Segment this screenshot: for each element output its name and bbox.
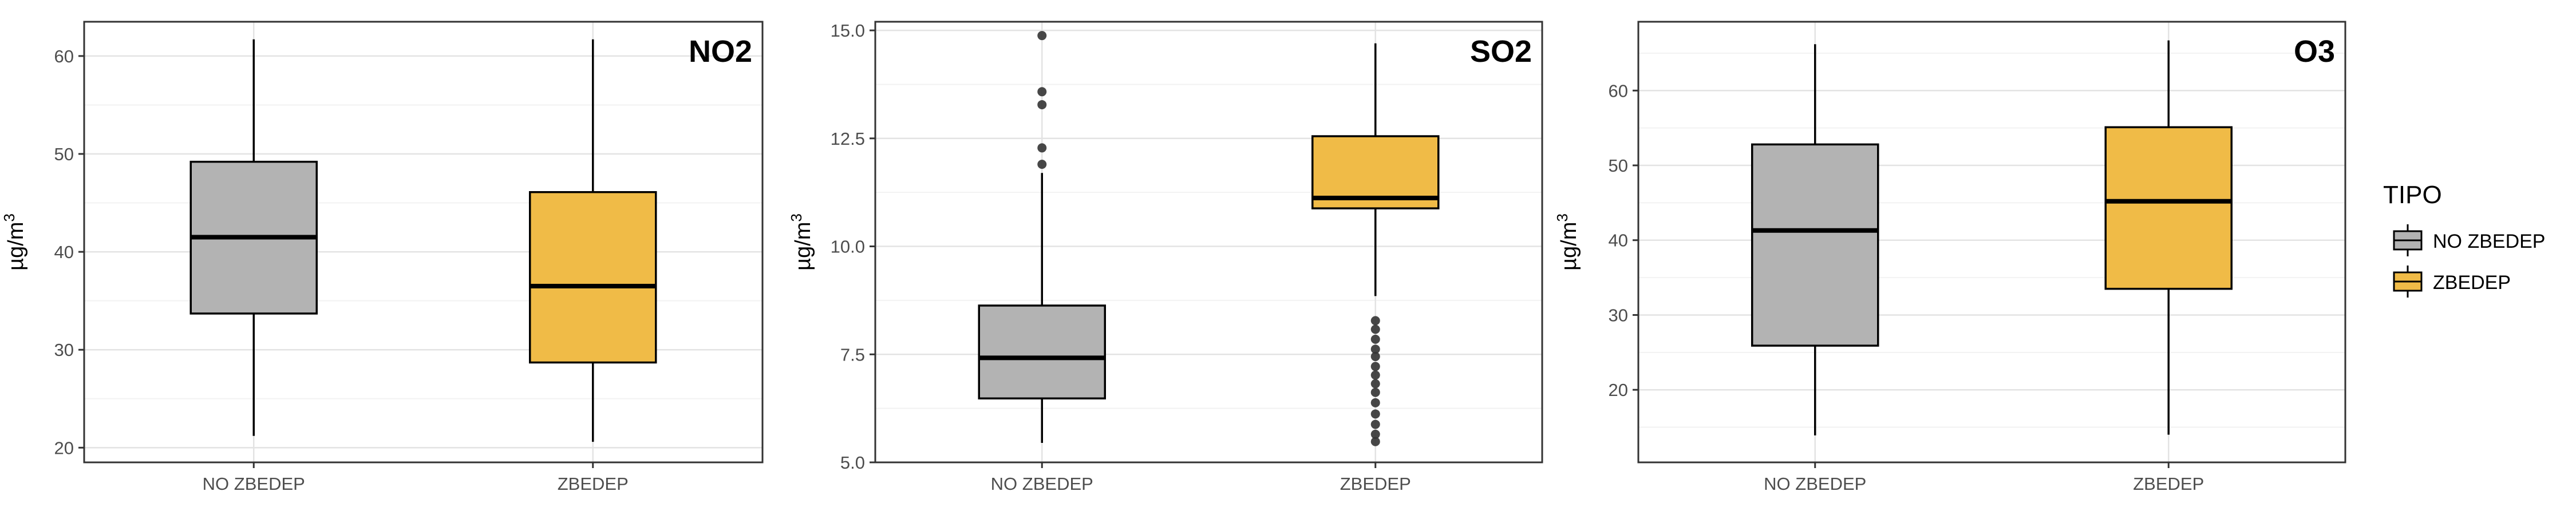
y-tick-label: 7.5	[840, 344, 865, 365]
y-tick-label: 5.0	[840, 453, 865, 473]
panel-background	[875, 22, 1542, 462]
box-zbedep	[1311, 43, 1440, 446]
y-axis-title-base: µg/m	[791, 222, 815, 271]
outlier-point	[1037, 87, 1047, 97]
box-zbedep	[529, 39, 657, 442]
iqr-box	[978, 304, 1106, 400]
box-no-zbedep	[1751, 44, 1879, 435]
x-tick-label: NO ZBEDEP	[991, 474, 1093, 494]
legend-label-no-zbedep: NO ZBEDEP	[2433, 231, 2545, 252]
outlier-point	[1037, 31, 1047, 41]
box-no-zbedep	[978, 31, 1106, 443]
outlier-point	[1370, 316, 1380, 326]
outlier-point	[1370, 437, 1380, 446]
box-no-zbedep	[189, 39, 318, 436]
x-tick-label: ZBEDEP	[2133, 474, 2204, 494]
y-tick-label: 50	[54, 144, 74, 164]
x-tick-label: ZBEDEP	[558, 474, 629, 494]
legend-key-zbedep	[2393, 266, 2423, 298]
y-axis-title: µg/m3	[1554, 213, 1581, 271]
outlier-point	[1370, 409, 1380, 419]
y-axis-title-superscript: 3	[1, 213, 18, 221]
x-tick-label: NO ZBEDEP	[203, 474, 305, 494]
x-tick-label: ZBEDEP	[1340, 474, 1411, 494]
outlier-point	[1370, 334, 1380, 344]
panel-border	[1637, 21, 2346, 464]
y-tick-label: 30	[54, 340, 74, 360]
panel-so2: 5.0 7.5 10.0 12.5 15.0 NO ZBEDEP ZBEDEP SO2 µg/m…	[788, 21, 1543, 494]
y-axis-title: µg/m3	[788, 213, 815, 271]
panel-title: O3	[2294, 34, 2335, 69]
outlier-point	[1370, 344, 1380, 354]
y-axis-title-superscript: 3	[1554, 213, 1571, 221]
outlier-point	[1037, 143, 1047, 153]
iqr-box	[529, 191, 657, 364]
outlier-point	[1370, 387, 1380, 397]
outlier-point	[1370, 398, 1380, 407]
panel-no2: 20 30 40 50 60 NO ZBEDEP ZBEDEP NO2 µg/m3	[1, 21, 764, 494]
y-tick-label: 50	[1609, 156, 1628, 176]
iqr-box	[2104, 126, 2233, 290]
legend-title: TIPO	[2383, 181, 2442, 209]
outlier-point	[1370, 429, 1380, 439]
panel-title: NO2	[689, 34, 752, 69]
box-zbedep	[2104, 40, 2233, 435]
y-tick-label: 60	[54, 46, 74, 66]
y-axis-title-base: µg/m	[4, 222, 28, 271]
y-axis-title: µg/m3	[1, 213, 28, 271]
outlier-point	[1370, 379, 1380, 389]
y-tick-label: 40	[54, 242, 74, 262]
y-axis-title-base: µg/m	[1557, 222, 1581, 271]
panel-o3: 20 30 40 50 60 NO ZBEDEP ZBEDEP O3 µg/m3	[1554, 21, 2346, 494]
y-tick-label: 15.0	[831, 21, 865, 41]
panel-title: SO2	[1470, 34, 1532, 69]
y-tick-label: 30	[1609, 305, 1628, 325]
panel-border	[874, 21, 1543, 464]
y-tick-label: 10.0	[831, 237, 865, 257]
legend-key-no-zbedep	[2393, 224, 2423, 256]
x-tick-label: NO ZBEDEP	[1764, 474, 1866, 494]
y-axis-title-superscript: 3	[788, 213, 805, 221]
y-tick-label: 40	[1609, 231, 1628, 251]
outlier-point	[1037, 160, 1047, 169]
panel-border	[83, 21, 764, 464]
panel-background	[84, 22, 762, 462]
legend-label-zbedep: ZBEDEP	[2433, 272, 2511, 294]
y-tick-label: 12.5	[831, 129, 865, 149]
y-tick-label: 20	[54, 438, 74, 458]
outlier-point	[1370, 362, 1380, 371]
outlier-point	[1370, 324, 1380, 334]
y-tick-label: 60	[1609, 81, 1628, 101]
legend: TIPO NO ZBEDEP ZBEDEP	[2383, 181, 2545, 298]
outlier-point	[1370, 370, 1380, 380]
outlier-point	[1370, 419, 1380, 429]
panel-background	[1638, 22, 2345, 462]
outlier-point	[1370, 352, 1380, 362]
iqr-box	[1751, 143, 1879, 347]
y-tick-label: 20	[1609, 380, 1628, 400]
outlier-point	[1037, 100, 1047, 109]
